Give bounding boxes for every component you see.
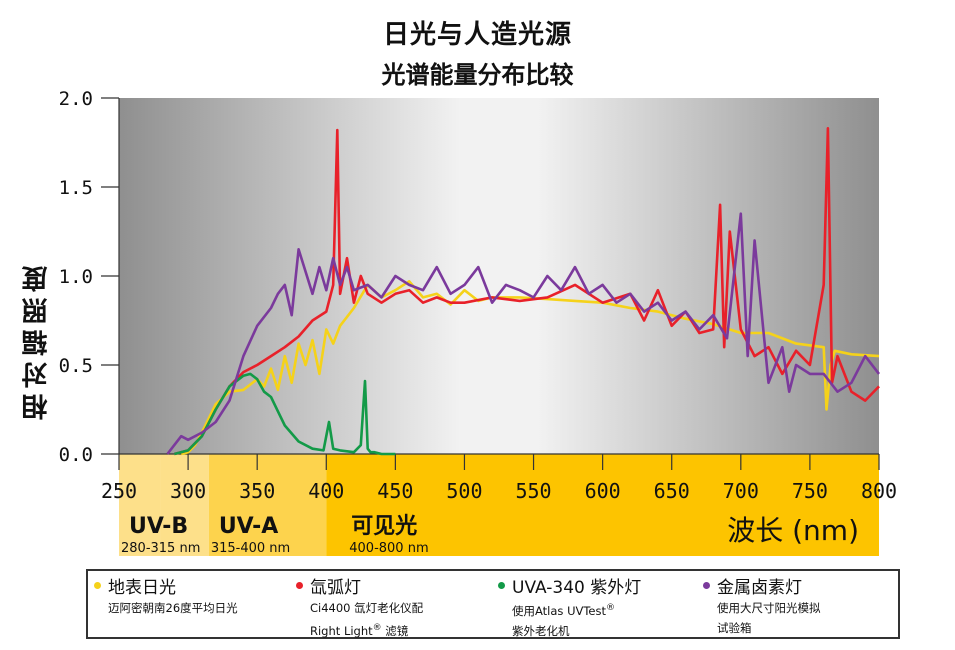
- band-label-1: UV-A: [219, 514, 278, 539]
- uva340-dot-icon: [498, 582, 505, 589]
- y-tick-label: 2.0: [59, 88, 93, 110]
- band-pre-uvb: [119, 454, 161, 556]
- x-tick-label: 800: [861, 479, 897, 503]
- legend-desc-2: 紫外老化机: [512, 623, 570, 638]
- x-tick-label: 550: [515, 479, 551, 503]
- band-1: [208, 454, 327, 556]
- band-0: [160, 454, 209, 556]
- x-tick-label: 400: [308, 479, 344, 503]
- y-tick-label: 1.5: [59, 177, 93, 199]
- x-tick-label: 250: [101, 479, 137, 503]
- legend-item-daylight: 地表日光 迈阿密朝南26度平均日光: [94, 573, 238, 618]
- x-axis-title: 波长 (nm): [727, 514, 859, 547]
- x-tick-label: 650: [654, 479, 690, 503]
- chart-subtitle: 光谱能量分布比较: [381, 61, 574, 89]
- y-tick-label: 0.0: [59, 444, 93, 466]
- spectrum-chart: 0.0 0.5 1.0 1.5 2.0 250 300 350 400 450 500 550 600 6…: [59, 88, 897, 556]
- band-range-1: 315-400 nm: [211, 541, 290, 556]
- legend-desc: 使用大尺寸阳光模拟: [717, 601, 821, 615]
- legend-desc: Ci4400 氙灯老化仪配: [310, 601, 424, 615]
- x-tick-label: 500: [446, 479, 482, 503]
- series-line-2: [173, 372, 396, 456]
- x-tick-label: 350: [239, 479, 275, 503]
- y-tick-label: 1.0: [59, 266, 93, 288]
- legend-item-uva340: UVA-340 紫外灯 使用Atlas UVTest® 紫外老化机: [498, 573, 641, 641]
- y-axis-title: 相对辐照度: [22, 260, 52, 420]
- legend-desc: 迈阿密朝南26度平均日光: [108, 601, 238, 615]
- legend-name: 氙弧灯: [310, 578, 361, 598]
- legend-item-metal-halide: 金属卤素灯 使用大尺寸阳光模拟 试验箱: [703, 573, 821, 638]
- x-tick-label: 450: [377, 479, 413, 503]
- band-range-0: 280-315 nm: [121, 541, 200, 556]
- legend-name: 金属卤素灯: [717, 578, 802, 598]
- x-tick-label: 700: [723, 479, 759, 503]
- daylight-dot-icon: [94, 582, 101, 589]
- band-label-2: 可见光: [351, 514, 417, 539]
- y-tick-label: 0.5: [59, 355, 93, 377]
- metal-halide-dot-icon: [703, 582, 710, 589]
- legend-desc-2: 试验箱: [717, 621, 752, 635]
- x-tick-label: 750: [792, 479, 828, 503]
- band-label-0: UV-B: [129, 514, 188, 539]
- legend: 地表日光 迈阿密朝南26度平均日光 氙弧灯 Ci4400 氙灯老化仪配 Righ…: [86, 569, 900, 639]
- legend-desc-2: Right Light® 滤镜: [310, 623, 409, 638]
- legend-name: 地表日光: [108, 578, 176, 598]
- xenon-dot-icon: [296, 582, 303, 589]
- x-tick-label: 600: [585, 479, 621, 503]
- legend-name: UVA-340 紫外灯: [512, 578, 642, 598]
- series-line-3: [166, 212, 881, 455]
- legend-item-xenon: 氙弧灯 Ci4400 氙灯老化仪配 Right Light® 滤镜: [296, 573, 423, 641]
- band-2: [326, 454, 880, 556]
- chart-title: 日光与人造光源: [382, 20, 572, 50]
- x-tick-label: 300: [170, 479, 206, 503]
- plot-area: [119, 98, 879, 454]
- band-range-2: 400-800 nm: [349, 541, 428, 556]
- legend-desc: 使用Atlas UVTest®: [512, 603, 615, 618]
